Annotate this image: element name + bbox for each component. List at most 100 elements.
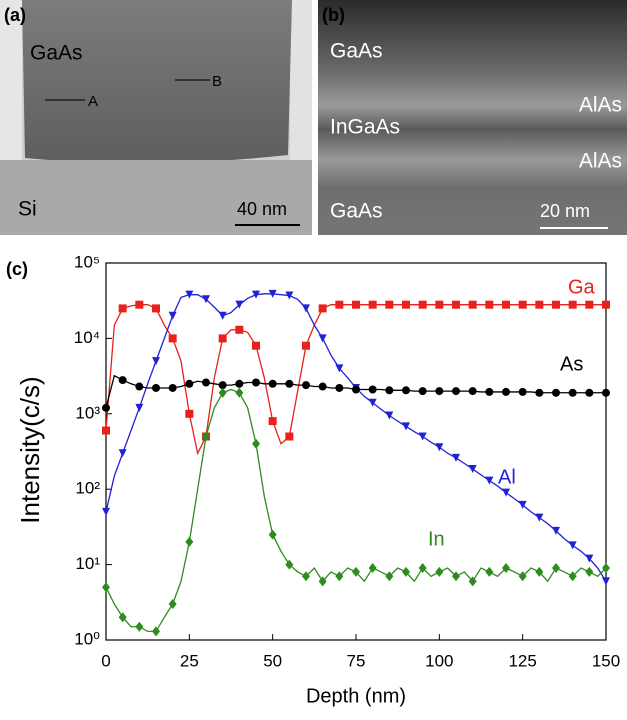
plot-frame <box>106 263 606 640</box>
data-point <box>469 387 477 395</box>
data-point <box>419 301 427 309</box>
data-point <box>585 301 593 309</box>
data-point <box>469 301 477 309</box>
series-label: Al <box>498 466 516 488</box>
figure: (a) GaAs A B Si 40 nm (b) GaAs AlAs InGa… <box>0 0 627 720</box>
series-line <box>106 305 606 454</box>
x-tick-label: 25 <box>180 651 199 670</box>
y-tick-label: 10⁵ <box>74 252 100 271</box>
y-tick-label: 10² <box>75 479 100 498</box>
data-point <box>335 384 343 392</box>
data-point <box>369 386 377 394</box>
data-point <box>119 304 127 312</box>
data-point <box>435 387 443 395</box>
y-tick-label: 10⁴ <box>74 328 100 347</box>
data-point <box>602 577 610 585</box>
data-point <box>352 301 360 309</box>
series-label: In <box>428 528 445 550</box>
data-point <box>535 301 543 309</box>
data-point <box>252 342 260 350</box>
data-point <box>169 334 177 342</box>
y-tick-label: 10⁰ <box>74 629 100 648</box>
marker-label: B <box>212 73 222 90</box>
data-point <box>319 334 327 342</box>
data-point <box>235 326 243 334</box>
x-tick-label: 0 <box>101 651 110 670</box>
data-point <box>335 301 343 309</box>
data-point <box>252 439 260 449</box>
x-tick-label: 150 <box>592 651 620 670</box>
data-point <box>202 379 210 387</box>
data-point <box>252 379 260 387</box>
data-point <box>235 388 243 398</box>
data-point <box>519 388 527 396</box>
data-point <box>135 622 143 632</box>
data-point <box>385 411 393 419</box>
data-point <box>135 404 143 412</box>
data-point <box>119 376 127 384</box>
x-tick-label: 125 <box>508 651 536 670</box>
data-point <box>169 312 177 320</box>
data-point <box>435 567 443 577</box>
x-tick-label: 100 <box>425 651 453 670</box>
data-point <box>269 380 277 388</box>
data-point <box>235 380 243 388</box>
data-point <box>402 422 410 430</box>
y-tick-label: 10¹ <box>75 554 100 573</box>
data-point <box>485 477 493 485</box>
data-point <box>152 384 160 392</box>
data-point <box>569 389 577 397</box>
x-axis-label: Depth (nm) <box>306 685 406 707</box>
panel-tag: (b) <box>322 5 345 25</box>
data-point <box>185 380 193 388</box>
data-point <box>219 388 227 398</box>
data-point <box>435 301 443 309</box>
data-point <box>452 454 460 462</box>
data-point <box>552 389 560 397</box>
data-point <box>519 301 527 309</box>
tem-image-b: (b) GaAs AlAs InGaAs AlAs GaAs 20 nm <box>318 0 627 235</box>
data-point <box>419 432 427 440</box>
data-point <box>602 301 610 309</box>
data-point <box>385 301 393 309</box>
data-point <box>102 582 110 592</box>
data-point <box>269 530 277 540</box>
data-point <box>585 389 593 397</box>
series-label: As <box>560 353 583 375</box>
data-point <box>302 342 310 350</box>
data-point <box>269 417 277 425</box>
data-point <box>319 304 327 312</box>
data-point <box>585 567 593 577</box>
data-point <box>485 388 493 396</box>
data-point <box>319 383 327 391</box>
series-label: Ga <box>568 276 596 298</box>
y-axis-label: Intensity(c/s) <box>15 376 45 523</box>
data-point <box>285 432 293 440</box>
layer-label: GaAs <box>330 40 383 63</box>
layer-label: AlAs <box>579 94 622 117</box>
data-point <box>185 410 193 418</box>
data-point <box>402 386 410 394</box>
data-point <box>152 357 160 365</box>
marker-label: A <box>88 93 98 110</box>
data-point <box>102 508 110 516</box>
data-point <box>219 312 227 320</box>
data-point <box>502 301 510 309</box>
data-point <box>102 404 110 412</box>
data-point <box>352 386 360 394</box>
x-tick-label: 50 <box>263 651 282 670</box>
data-point <box>452 387 460 395</box>
data-point <box>402 301 410 309</box>
data-point <box>219 334 227 342</box>
y-tick-label: 10³ <box>75 403 100 422</box>
panel-tag: (c) <box>6 259 28 279</box>
data-point <box>152 304 160 312</box>
data-point <box>419 387 427 395</box>
figure-canvas: (a) GaAs A B Si 40 nm (b) GaAs AlAs InGa… <box>0 0 627 720</box>
data-point <box>185 537 193 547</box>
layer-label: Si <box>18 198 37 221</box>
data-point <box>369 301 377 309</box>
data-point <box>302 304 310 312</box>
scale-label: 40 nm <box>237 199 287 219</box>
data-point <box>135 301 143 309</box>
